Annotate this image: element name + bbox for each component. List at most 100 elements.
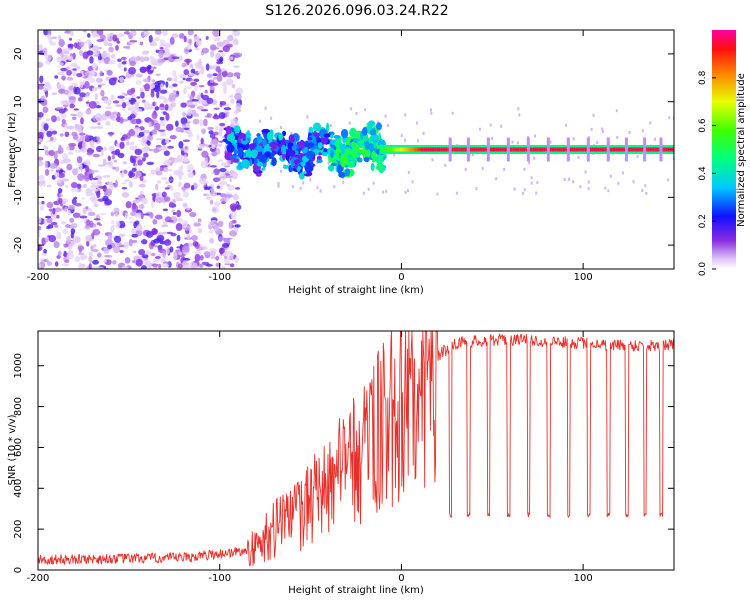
spectrogram-cell [212,73,218,77]
spectrogram-cell [362,126,368,136]
spectrogram-cell [381,147,386,152]
spectrogram-cell [362,191,365,195]
spectrogram-cell [135,157,139,162]
spectrogram-cell [233,65,240,69]
spectrogram-cell [231,219,237,224]
spectrogram-cell [434,147,438,152]
spectrogram-cell [464,167,467,171]
spectrogram-cell [179,73,187,79]
spectrogram-cell [220,201,227,205]
spectrogram-cell [57,47,62,54]
spectrogram-cell [224,173,231,176]
spectrogram-cell [342,176,345,180]
spectrogram-cell [149,55,154,60]
spectrogram-cell [270,116,273,120]
spectrogram-cell [225,237,233,240]
spectrogram-cell [185,122,189,128]
spectrogram-cell [38,230,41,238]
colorbar-tick-label: 0.0 [698,262,708,277]
spectrogram-cell [74,202,82,207]
spectrogram-cell [56,56,63,63]
spectrogram-cell [367,187,370,191]
spectrogram-cell [333,134,341,139]
spectrogram-cell [138,248,146,256]
spectrogram-cell [672,157,674,161]
spectrogram-cell [236,204,242,210]
spectrogram-cell [495,177,498,181]
spectrogram-cell [200,137,204,145]
spectrogram-cell [166,159,173,163]
spectrogram-cell [38,263,42,269]
spectrogram-cell [154,214,163,220]
spectrogram-cell [619,147,623,152]
spectrogram-cell [159,103,165,108]
spectrogram-cell [155,196,163,204]
spectrogram-cell [56,231,62,240]
spectrogram-cell [412,147,416,152]
spectrogram-cell [429,147,434,152]
spectrogram-cell [183,264,191,269]
spectrogram-cell [103,39,109,47]
spectrogram-cell [56,214,60,219]
spectrogram-cell [299,186,302,190]
spectrogram-cell [79,50,84,57]
spectrogram-cell [183,69,190,76]
spectrogram-cell [72,72,77,77]
spectrogram-cell [96,222,101,226]
spectrogram-cell [571,147,576,152]
spectrogram-cell [58,108,66,114]
spectrogram-cell [427,147,432,152]
spectrogram-cell [90,184,98,189]
spectrogram-cell [171,33,179,39]
spectrogram-cell [205,36,209,40]
spectrogram-cell [66,76,74,81]
spectrogram-cell [110,211,115,217]
spectrogram-cell [278,133,284,141]
spectrogram-cell [462,147,466,152]
spectrogram-cell [256,161,264,167]
snr-y-tick-label: 600 [13,438,24,457]
spectrogram-cell [46,217,53,224]
spectrogram-cell [355,130,362,139]
spectrogram-cell [368,120,376,127]
spectrogram-cell [279,169,282,173]
spectrogram-cell [233,125,241,133]
spectrogram-cell [97,84,102,88]
spectrogram-cell [222,45,231,53]
spectrogram-cell [49,162,58,169]
spectrogram-cell [77,245,85,251]
spectrogram-cell [495,147,499,152]
spectrogram-cell [157,253,164,257]
spectrogram-cell [245,148,251,159]
spectrogram-cell [176,154,184,163]
spectrogram-cell [155,30,160,34]
spectrogram-cell [108,59,117,65]
spectrogram-cell [192,241,199,247]
spectrogram-cell [536,181,539,185]
spectrogram-cell [154,245,158,248]
spectrogram-cell [208,222,215,225]
spectrogram-cell [66,253,75,260]
spectrogram-cell [177,263,183,269]
spectrogram-cell [543,147,547,152]
spectrogram-cell [168,178,174,182]
spectrogram-cell [608,147,613,152]
spectrogram-cell [92,259,99,265]
spectrogram-cell [44,160,49,169]
spectrogram-y-tick-label: -10 [13,189,24,205]
spectrogram-cell [577,155,580,159]
spectrogram-cell [43,30,49,36]
spectrogram-cell [182,139,190,143]
spectrogram-cell [151,263,159,267]
spectrogram-cell [113,207,120,213]
spectrogram-cell [471,147,475,152]
spectrogram-cell [84,173,90,182]
spectrogram-cell [523,147,528,152]
colorbar-gradient [712,30,736,269]
spectrogram-cell [440,147,445,152]
spectrogram-cell [210,50,215,58]
spectrogram-cell [221,70,228,78]
spectrogram-cell [117,152,125,159]
spectrogram-cell [177,55,183,62]
spectrogram-cell [130,211,136,217]
